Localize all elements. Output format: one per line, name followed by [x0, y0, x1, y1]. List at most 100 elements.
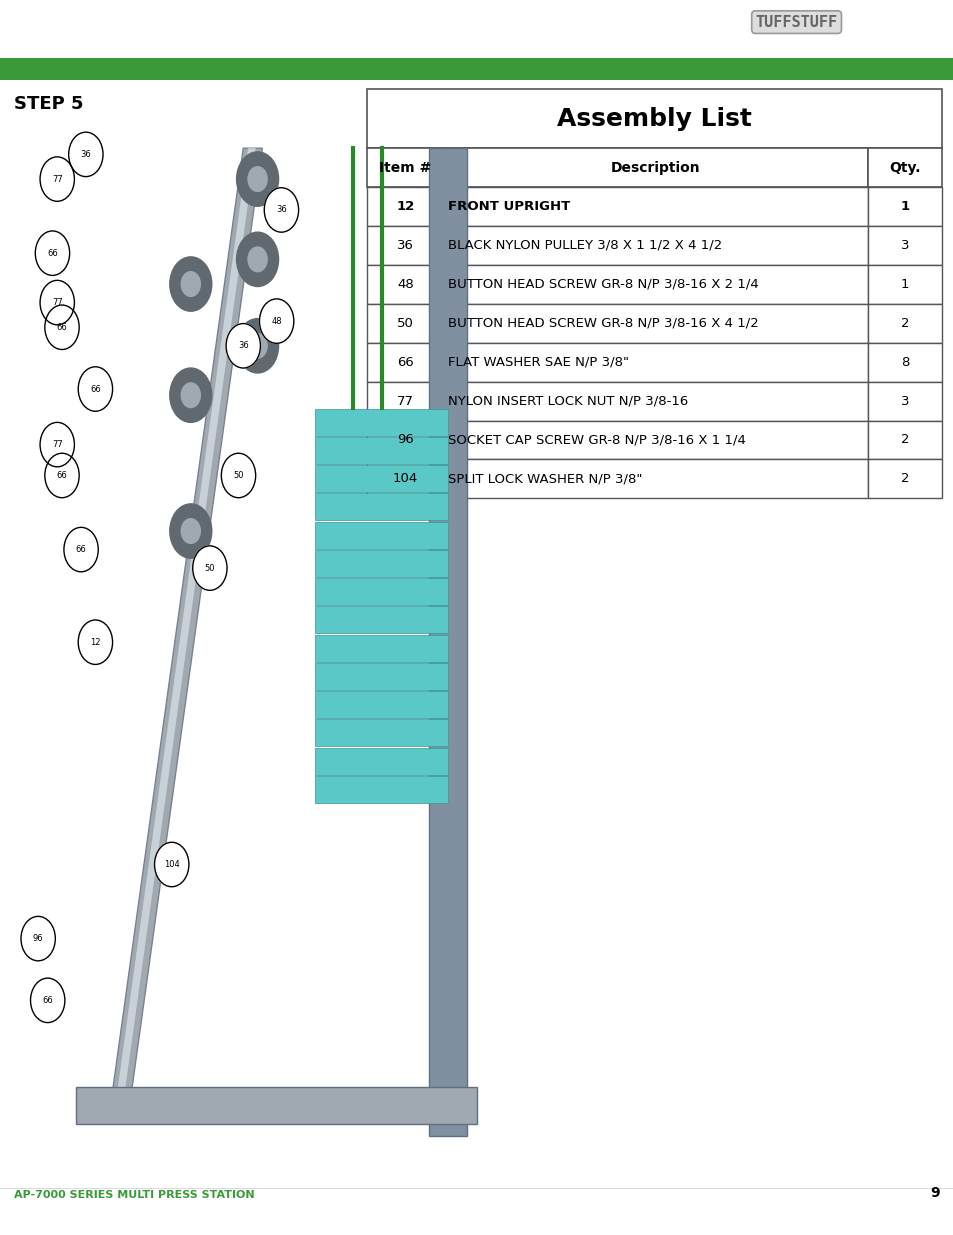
Polygon shape [110, 148, 262, 1112]
Bar [867, 420, 941, 459]
Bar [314, 747, 448, 774]
Text: 77: 77 [51, 440, 63, 450]
Circle shape [30, 978, 65, 1023]
Bar [367, 382, 443, 420]
Circle shape [226, 324, 260, 368]
Bar [867, 226, 941, 264]
Circle shape [40, 422, 74, 467]
Text: 66: 66 [56, 471, 68, 480]
Bar [367, 264, 443, 304]
Circle shape [64, 527, 98, 572]
Bar [443, 186, 867, 226]
Text: AP-7000 SERIES MULTI PRESS STATION: AP-7000 SERIES MULTI PRESS STATION [14, 1191, 254, 1200]
Text: 77: 77 [51, 174, 63, 184]
Bar [314, 635, 448, 662]
Circle shape [40, 280, 74, 325]
Text: 48: 48 [396, 278, 414, 291]
Bar [314, 494, 448, 520]
Circle shape [170, 504, 212, 558]
Bar [443, 459, 867, 498]
Bar [867, 342, 941, 382]
Text: 50: 50 [396, 316, 414, 330]
Bar [314, 409, 448, 436]
Bar [314, 692, 448, 718]
Bar [367, 420, 443, 459]
Text: 36: 36 [396, 238, 414, 252]
Text: 66: 66 [47, 248, 58, 258]
Text: FLAT WASHER SAE N/P 3/8": FLAT WASHER SAE N/P 3/8" [448, 356, 629, 369]
Text: 66: 66 [75, 545, 87, 555]
Bar [867, 148, 941, 186]
Bar [867, 186, 941, 226]
Text: 66: 66 [396, 356, 414, 369]
Bar [314, 466, 448, 493]
Text: Item #: Item # [379, 161, 431, 174]
Text: 1: 1 [900, 278, 908, 291]
Bar [367, 342, 443, 382]
Text: 50: 50 [204, 563, 215, 573]
Circle shape [248, 333, 267, 358]
Text: 66: 66 [56, 322, 68, 332]
Text: 77: 77 [51, 298, 63, 308]
Bar [429, 148, 467, 1136]
Text: 2: 2 [900, 433, 908, 447]
Bar [314, 521, 448, 548]
Circle shape [21, 916, 55, 961]
Text: SPLIT LOCK WASHER N/P 3/8": SPLIT LOCK WASHER N/P 3/8" [448, 472, 642, 485]
Circle shape [45, 453, 79, 498]
Bar [314, 578, 448, 605]
Bar [443, 304, 867, 342]
Bar [443, 264, 867, 304]
Text: STEP 5: STEP 5 [14, 95, 84, 114]
Text: Description: Description [611, 161, 700, 174]
Text: SOCKET CAP SCREW GR-8 N/P 3/8-16 X 1 1/4: SOCKET CAP SCREW GR-8 N/P 3/8-16 X 1 1/4 [448, 433, 745, 447]
Circle shape [193, 546, 227, 590]
Polygon shape [76, 1087, 476, 1124]
Bar [867, 304, 941, 342]
Circle shape [78, 620, 112, 664]
Bar [443, 226, 867, 264]
Circle shape [236, 152, 278, 206]
Bar [314, 719, 448, 746]
Circle shape [259, 299, 294, 343]
Text: 104: 104 [164, 860, 179, 869]
Bar [443, 342, 867, 382]
Bar [443, 148, 867, 186]
Text: Qty.: Qty. [888, 161, 920, 174]
Text: TUFFSTUFF: TUFFSTUFF [755, 15, 837, 30]
Text: 96: 96 [32, 934, 44, 944]
Text: 1: 1 [900, 200, 908, 214]
Text: Assembly List: Assembly List [557, 106, 751, 131]
Text: 104: 104 [393, 472, 417, 485]
Circle shape [170, 368, 212, 422]
Circle shape [40, 157, 74, 201]
Bar [314, 437, 448, 464]
Text: 36: 36 [237, 341, 249, 351]
Circle shape [181, 519, 200, 543]
Bar [367, 89, 941, 148]
Bar [367, 186, 443, 226]
Bar [314, 550, 448, 577]
Circle shape [181, 383, 200, 408]
Circle shape [78, 367, 112, 411]
Circle shape [170, 257, 212, 311]
Text: 36: 36 [80, 149, 91, 159]
Polygon shape [114, 148, 255, 1112]
Circle shape [69, 132, 103, 177]
Text: 66: 66 [42, 995, 53, 1005]
Text: 12: 12 [90, 637, 101, 647]
Circle shape [248, 167, 267, 191]
Text: 36: 36 [275, 205, 287, 215]
Circle shape [154, 842, 189, 887]
Text: FRONT UPRIGHT: FRONT UPRIGHT [448, 200, 570, 214]
Text: 12: 12 [395, 200, 415, 214]
Text: 8: 8 [900, 356, 908, 369]
Circle shape [181, 272, 200, 296]
Text: 2: 2 [900, 316, 908, 330]
Circle shape [236, 319, 278, 373]
Text: 77: 77 [396, 394, 414, 408]
Text: BUTTON HEAD SCREW GR-8 N/P 3/8-16 X 2 1/4: BUTTON HEAD SCREW GR-8 N/P 3/8-16 X 2 1/… [448, 278, 759, 291]
Bar [0, 58, 953, 80]
Bar [867, 382, 941, 420]
Bar [443, 382, 867, 420]
